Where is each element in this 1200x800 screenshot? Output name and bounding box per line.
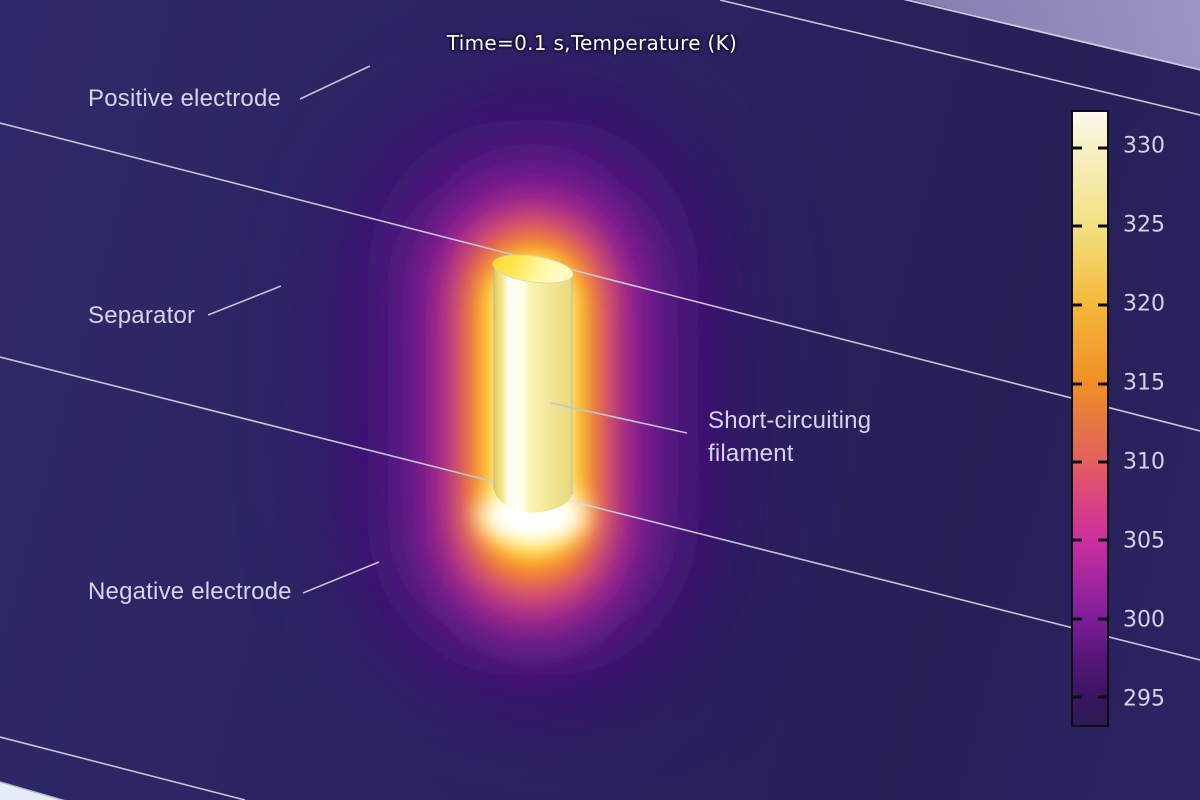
colorbar-tick-label: 295 — [1123, 686, 1165, 712]
colorbar-tick-label: 310 — [1123, 449, 1165, 475]
colorbar-tick — [1098, 303, 1107, 307]
colorbar-labels: 330 325 320 315 310 305 300 295 — [1123, 110, 1193, 727]
colorbar-gradient — [1073, 112, 1107, 725]
colorbar-tick — [1098, 460, 1107, 464]
slab-top-face-edge-line — [903, 0, 1200, 71]
colorbar-ticks — [1073, 112, 1107, 725]
label-filament-line2: filament — [708, 440, 794, 467]
colorbar-tick — [1098, 382, 1107, 386]
colorbar-tick — [1098, 224, 1107, 228]
label-short-circuiting-filament: Short-circuiting filament — [708, 404, 871, 470]
colorbar-tick — [1073, 460, 1082, 464]
filament-cylinder — [492, 254, 574, 513]
colorbar-tick-label: 300 — [1123, 607, 1165, 633]
colorbar-tick — [1098, 146, 1107, 150]
colorbar-tick-label: 330 — [1123, 133, 1165, 159]
colorbar-tick — [1098, 695, 1107, 699]
plot-title: Time=0.1 s,Temperature (K) — [446, 31, 738, 55]
colorbar-tick — [1098, 538, 1107, 542]
label-negative-electrode: Negative electrode — [88, 578, 292, 605]
slab-bottom-face-edge-line — [0, 781, 66, 800]
leader-positive-electrode — [299, 65, 371, 100]
label-separator: Separator — [88, 302, 196, 329]
colorbar-tick — [1098, 617, 1107, 621]
colorbar — [1071, 110, 1109, 727]
colorbar-tick — [1073, 695, 1082, 699]
colorbar-tick-label: 325 — [1123, 212, 1165, 238]
leader-negative-electrode — [302, 561, 380, 594]
leader-filament — [550, 402, 688, 434]
slab-upper-edge-line — [719, 0, 1200, 116]
colorbar-tick — [1073, 617, 1082, 621]
leader-lines — [207, 65, 688, 594]
colorbar-tick — [1073, 224, 1082, 228]
separator-negative-boundary-line — [0, 356, 1200, 661]
label-filament-line1: Short-circuiting — [708, 407, 872, 434]
colorbar-frame — [1071, 110, 1109, 727]
colorbar-tick — [1073, 303, 1082, 307]
colorbar-tick-label: 315 — [1123, 370, 1165, 396]
label-positive-electrode: Positive electrode — [88, 85, 282, 112]
cylinder-body — [494, 266, 572, 513]
leader-separator — [207, 285, 282, 316]
colorbar-tick-label: 305 — [1123, 528, 1165, 554]
colorbar-tick — [1073, 146, 1082, 150]
colorbar-tick-label: 320 — [1123, 291, 1165, 317]
positive-separator-boundary-line — [0, 122, 1200, 432]
slab-lower-edge-line — [0, 736, 246, 800]
colorbar-tick — [1073, 382, 1082, 386]
cylinder-top-cap — [492, 254, 574, 284]
colorbar-tick — [1073, 538, 1082, 542]
